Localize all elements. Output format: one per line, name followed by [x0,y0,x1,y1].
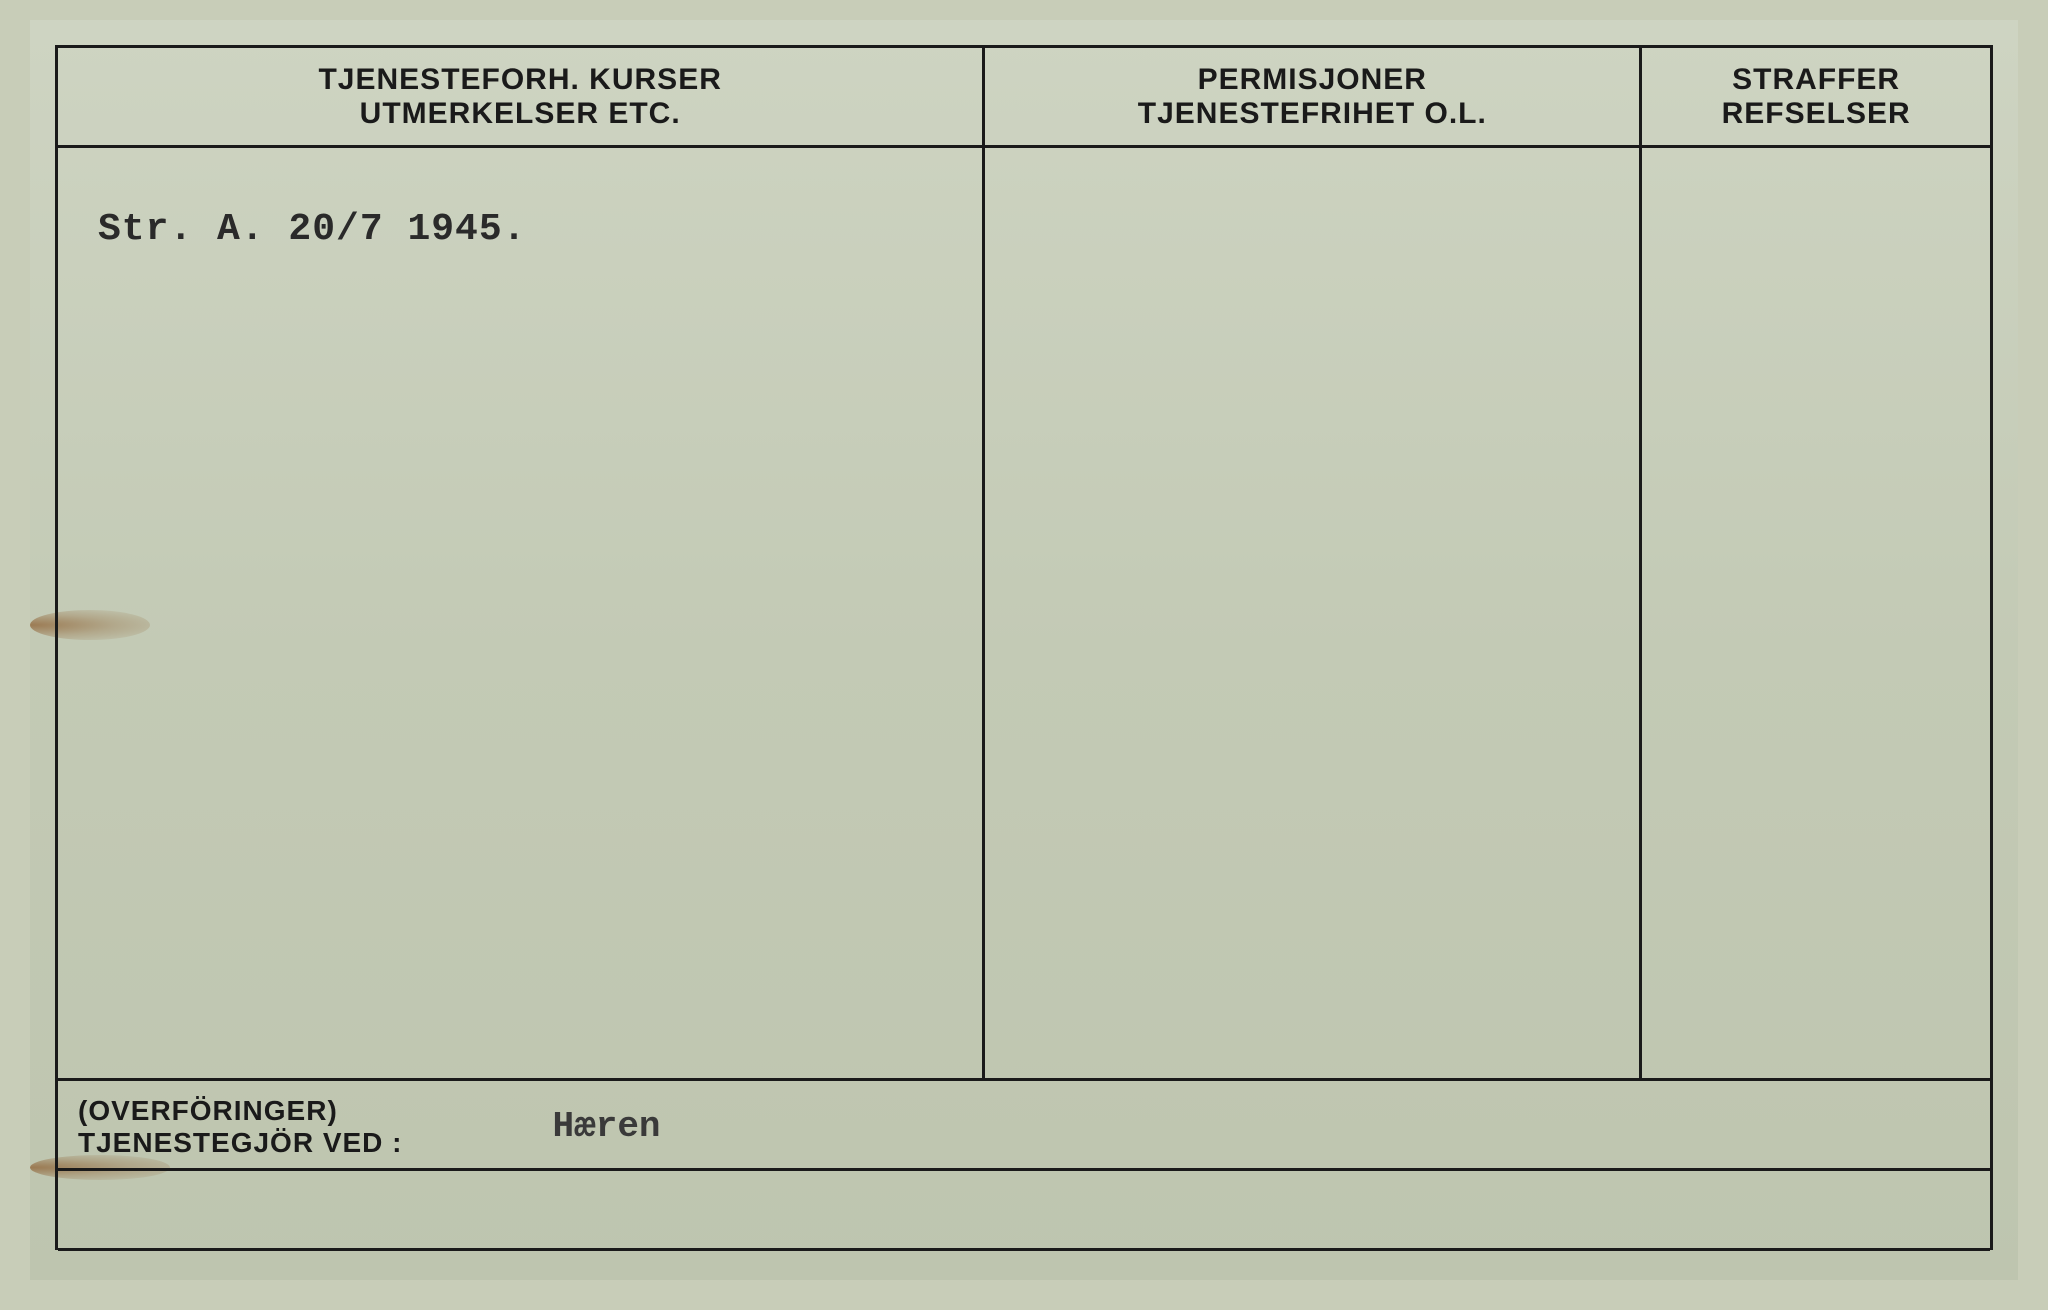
body-row: Str. A. 20/7 1945. [58,148,1990,1078]
footer-value-branch: Hæren [553,1106,661,1147]
header-text-line1: PERMISJONER [1198,63,1427,97]
column-header-penalties: STRAFFER REFSELSER [1642,48,1990,145]
header-text-line2: REFSELSER [1722,97,1911,131]
column-header-permissions: PERMISJONER TJENESTEFRIHET O.L. [985,48,1642,145]
header-text-line1: TJENESTEFORH. KURSER [318,63,721,97]
footer-label-transfers: (OVERFÖRINGER) [78,1095,403,1127]
footer-labels: (OVERFÖRINGER) TJENESTEGJÖR VED : [78,1095,403,1159]
header-text-line2: TJENESTEFRIHET O.L. [1138,97,1487,131]
record-card: TJENESTEFORH. KURSER UTMERKELSER ETC. PE… [30,20,2018,1280]
body-cell-service: Str. A. 20/7 1945. [58,148,985,1078]
header-text-line1: STRAFFER [1732,63,1900,97]
header-row: TJENESTEFORH. KURSER UTMERKELSER ETC. PE… [58,48,1990,148]
body-cell-permissions [985,148,1642,1078]
card-border: TJENESTEFORH. KURSER UTMERKELSER ETC. PE… [55,45,1993,1250]
body-cell-penalties [1642,148,1990,1078]
footer-transfers-row: (OVERFÖRINGER) TJENESTEGJÖR VED : Hæren [58,1081,1990,1171]
footer-section: (OVERFÖRINGER) TJENESTEGJÖR VED : Hæren [58,1078,1990,1251]
typed-entry: Str. A. 20/7 1945. [98,208,942,251]
header-text-line2: UTMERKELSER ETC. [360,97,681,131]
footer-label-serves-at: TJENESTEGJÖR VED : [78,1127,403,1159]
footer-empty-row [58,1171,1990,1251]
column-header-service: TJENESTEFORH. KURSER UTMERKELSER ETC. [58,48,985,145]
